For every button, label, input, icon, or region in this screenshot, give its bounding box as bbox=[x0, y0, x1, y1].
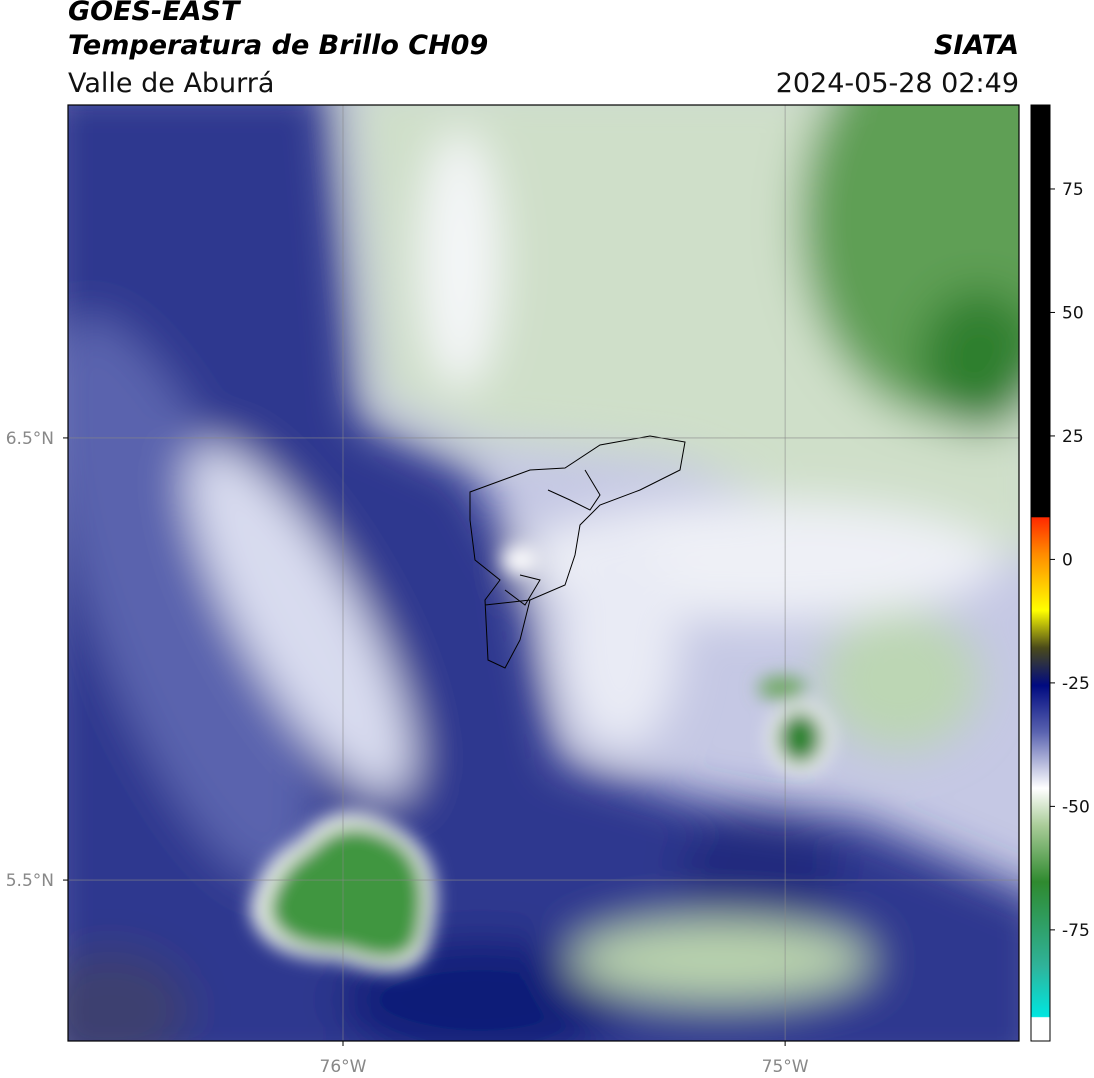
colorbar-tick-label: 0 bbox=[1062, 550, 1073, 570]
colorbar-tick-label: -75 bbox=[1062, 921, 1090, 941]
colorbar-tick-label: 75 bbox=[1062, 180, 1084, 200]
map-image bbox=[68, 105, 1019, 1041]
colorbar bbox=[1030, 104, 1051, 1042]
map-frame bbox=[67, 104, 1020, 1042]
x-tick-label: 76°W bbox=[320, 1057, 367, 1077]
colorbar-tick-label: -50 bbox=[1062, 797, 1090, 817]
datetime: 2024-05-28 02:49 bbox=[776, 68, 1019, 99]
colorbar-tick-label: -25 bbox=[1062, 674, 1090, 694]
region: Valle de Aburrá bbox=[68, 68, 274, 99]
source: SIATA bbox=[934, 30, 1019, 61]
y-tick-label: 5.5°N bbox=[6, 871, 54, 891]
x-tick-label: 75°W bbox=[762, 1057, 809, 1077]
y-tick-label: 6.5°N bbox=[6, 429, 54, 449]
colorbar-tick-label: 50 bbox=[1062, 303, 1084, 323]
colorbar-tick-label: 25 bbox=[1062, 427, 1084, 447]
grid bbox=[68, 105, 1019, 1041]
subtitle: Temperatura de Brillo CH09 bbox=[68, 30, 488, 61]
title: GOES-EAST bbox=[68, 0, 242, 27]
